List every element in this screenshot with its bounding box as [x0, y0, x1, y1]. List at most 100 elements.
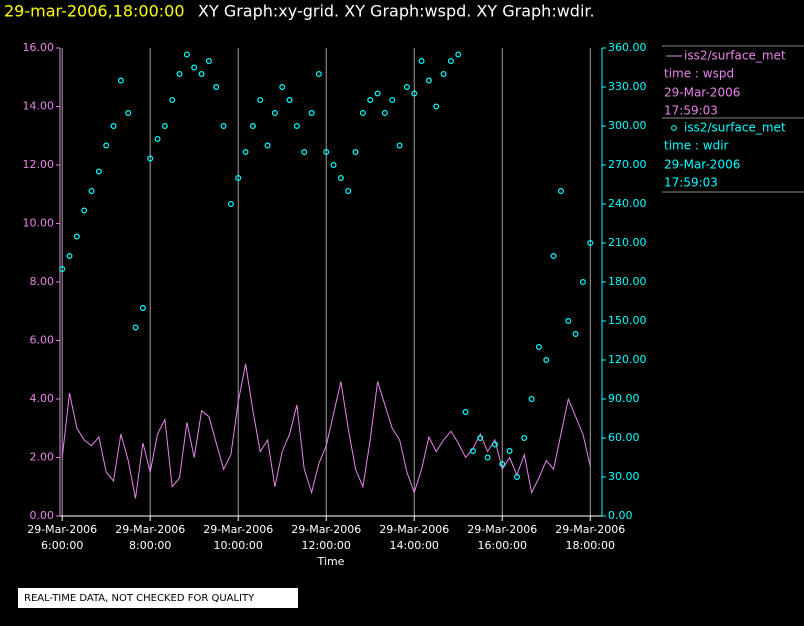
y-tick-label: 2.00 [30, 451, 55, 464]
y-tick-label: 16.00 [23, 41, 55, 54]
x-tick-label: 10:00:00 [214, 539, 263, 552]
wdir-point [279, 83, 286, 90]
wdir-point [411, 90, 418, 97]
wdir-point [506, 448, 513, 455]
y2-tick-label: 210.00 [608, 236, 647, 249]
x-tick-date: 29-Mar-2006 [115, 523, 185, 536]
wdir-point [249, 122, 256, 129]
y2-tick-label: 330.00 [608, 80, 647, 93]
wdir-point [440, 70, 447, 77]
wdir-point [521, 435, 528, 442]
x-tick-date: 29-Mar-2006 [291, 523, 361, 536]
wdir-point [183, 51, 190, 58]
wdir-point [161, 122, 168, 129]
wdir-point [110, 122, 117, 129]
y2-tick-label: 240.00 [608, 197, 647, 210]
y2-tick-label: 150.00 [608, 314, 647, 327]
legend-name: iss2/surface_met [684, 121, 786, 135]
y2-tick-label: 90.00 [608, 392, 640, 405]
wdir-point [543, 357, 550, 364]
wdir-point [271, 109, 278, 116]
wdir-point [103, 142, 110, 149]
x-tick-date: 29-Mar-2006 [379, 523, 449, 536]
wdir-point [147, 155, 154, 162]
wdir-point [418, 57, 425, 64]
legend-date: 29-Mar-2006 [664, 86, 740, 100]
y-tick-label: 14.00 [23, 100, 55, 113]
wdir-point [213, 83, 220, 90]
wdir-point [117, 77, 124, 84]
wdir-point [59, 266, 66, 273]
y2-tick-label: 0.00 [608, 509, 633, 522]
x-tick-label: 16:00:00 [478, 539, 527, 552]
title-time: 29-mar-2006,18:00:00 [4, 2, 185, 21]
x-tick-label: 8:00:00 [129, 539, 171, 552]
y2-tick-label: 180.00 [608, 275, 647, 288]
wdir-point [169, 96, 176, 103]
wdir-point [491, 441, 498, 448]
wdir-point [425, 77, 432, 84]
wdir-point [88, 188, 95, 195]
x-tick-date: 29-Mar-2006 [467, 523, 537, 536]
wdir-point [257, 96, 264, 103]
wdir-point [535, 344, 542, 351]
x-tick-label: 14:00:00 [390, 539, 439, 552]
wdir-point [235, 175, 242, 182]
x-tick-date: 29-Mar-2006 [203, 523, 273, 536]
x-tick-date: 29-Mar-2006 [27, 523, 97, 536]
wdir-point [125, 109, 132, 116]
wdir-point [477, 435, 484, 442]
wdir-point [264, 142, 271, 149]
wdir-point [81, 207, 88, 214]
y2-tick-label: 360.00 [608, 41, 647, 54]
wdir-point [396, 142, 403, 149]
wdir-point [528, 396, 535, 403]
y-tick-label: 4.00 [30, 392, 55, 405]
y2-tick-label: 300.00 [608, 119, 647, 132]
wdir-point [198, 70, 205, 77]
legend-label: time : wdir [664, 139, 729, 153]
wdir-point [447, 57, 454, 64]
wdir-point [579, 279, 586, 286]
wdir-point [301, 149, 308, 156]
wdir-point [73, 233, 80, 240]
x-tick-date: 29-Mar-2006 [555, 523, 625, 536]
wspd-line [61, 363, 591, 499]
wdir-point [565, 318, 572, 325]
wdir-point [139, 305, 146, 312]
legend-time: 17:59:03 [664, 176, 718, 190]
y2-tick-label: 60.00 [608, 431, 640, 444]
x-tick-label: 12:00:00 [302, 539, 351, 552]
wdir-point [308, 109, 315, 116]
wdir-point [286, 96, 293, 103]
wdir-point [154, 136, 161, 143]
wdir-point [352, 149, 359, 156]
wdir-point [462, 409, 469, 416]
wdir-point [227, 201, 234, 208]
wdir-point [337, 175, 344, 182]
y-tick-label: 6.00 [30, 334, 55, 347]
legend-date: 29-Mar-2006 [664, 158, 740, 172]
x-tick-label: 6:00:00 [41, 539, 83, 552]
y-tick-label: 0.00 [30, 509, 55, 522]
wdir-point [484, 454, 491, 461]
footer-box [18, 588, 298, 608]
wdir-point [359, 109, 366, 116]
y-tick-label: 12.00 [23, 158, 55, 171]
wdir-point [513, 474, 520, 481]
wdir-point [242, 149, 249, 156]
wdir-point [367, 96, 374, 103]
wdir-point [587, 240, 594, 247]
legend-label: time : wspd [664, 67, 734, 81]
wdir-point [323, 149, 330, 156]
y2-tick-label: 30.00 [608, 470, 640, 483]
wdir-point [220, 122, 227, 129]
y2-tick-label: 270.00 [608, 158, 647, 171]
wdir-point [66, 253, 73, 260]
wdir-point [557, 188, 564, 195]
legend-name: iss2/surface_met [684, 49, 786, 63]
wdir-point [455, 51, 462, 58]
x-tick-label: 18:00:00 [566, 539, 615, 552]
wdir-point [499, 461, 506, 468]
